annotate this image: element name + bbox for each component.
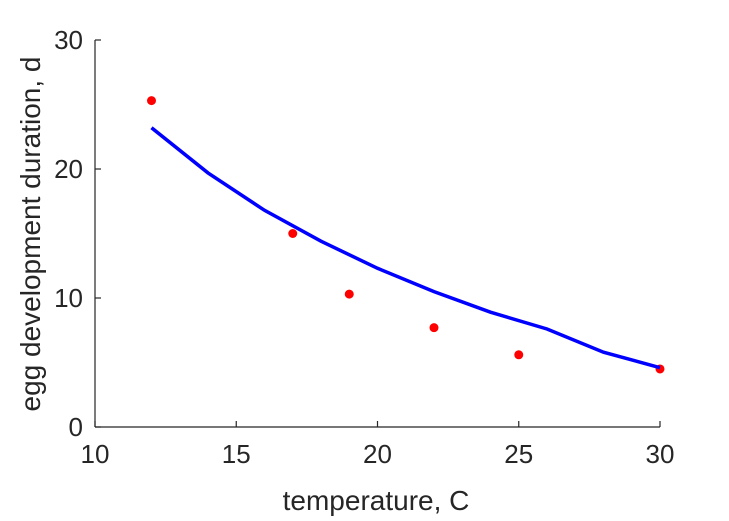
- y-tick-label: 30: [54, 25, 83, 55]
- data-point: [147, 96, 156, 106]
- data-point: [514, 350, 524, 360]
- axes: [94, 40, 660, 428]
- x-tick-label: 20: [363, 439, 392, 469]
- y-tick-label: 0: [69, 412, 83, 442]
- x-tick-label: 10: [81, 439, 110, 469]
- x-tick-label: 30: [646, 439, 675, 469]
- y-tick-label: 20: [54, 154, 83, 184]
- data-point: [429, 323, 439, 333]
- y-axis-label: egg development duration, d: [15, 57, 46, 412]
- data-point: [288, 229, 298, 238]
- plot-area: [147, 96, 665, 374]
- y-tick-label: 10: [54, 283, 83, 313]
- x-axis-label: temperature, C: [283, 485, 470, 516]
- fit-curve: [150, 126, 661, 370]
- data-point: [344, 289, 354, 299]
- x-tick-label: 15: [222, 439, 251, 469]
- x-tick-label: 25: [504, 439, 533, 469]
